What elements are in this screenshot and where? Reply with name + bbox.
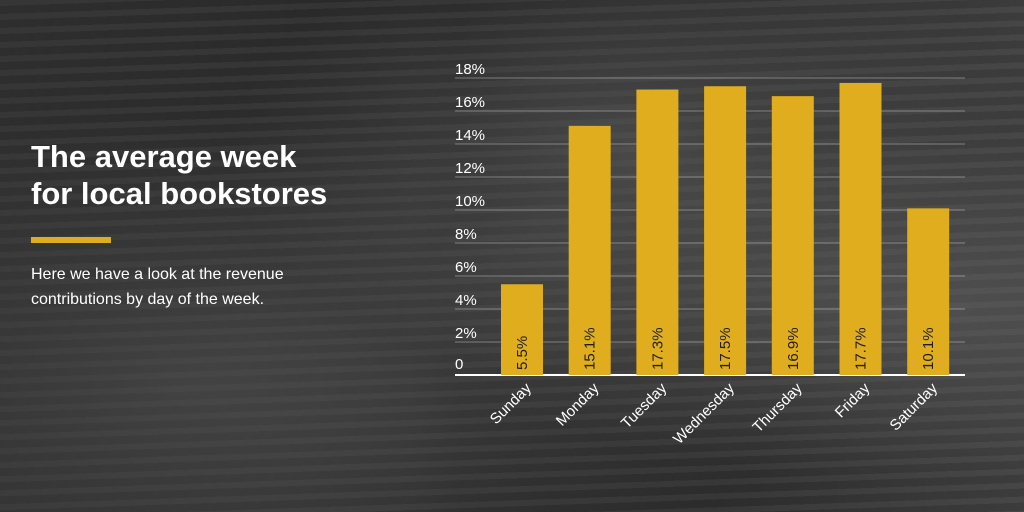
- y-tick-label: 4%: [455, 292, 477, 309]
- x-tick-label: Saturday: [887, 379, 942, 434]
- y-tick-label: 12%: [455, 160, 485, 177]
- page-title: The average week for local bookstores: [31, 138, 361, 212]
- page-subtitle: Here we have a look at the revenue contr…: [31, 266, 284, 308]
- x-axis-labels: Sunday Monday Tuesday Wednesday Thursday Frid…: [487, 379, 942, 447]
- bar-friday: [839, 82, 882, 375]
- bar-monday: [568, 125, 611, 375]
- data-label: 15.1%: [582, 327, 599, 370]
- data-label: 5.5%: [514, 336, 531, 370]
- title-line-2: for local bookstores: [31, 176, 328, 211]
- y-tick-label: 8%: [455, 226, 477, 243]
- bar-tuesday: [636, 89, 679, 376]
- x-tick-label: Wednesday: [670, 379, 738, 447]
- x-tick-label: Thursday: [749, 379, 806, 436]
- y-tick-label: 0: [455, 356, 463, 373]
- y-tick-label: 18%: [455, 61, 485, 78]
- y-tick-label: 6%: [455, 259, 477, 276]
- data-label: 16.9%: [785, 327, 802, 370]
- bar-thursday: [771, 96, 814, 376]
- bar-wednesday: [704, 86, 747, 375]
- title-accent-bar: [31, 237, 111, 243]
- y-tick-label: 14%: [455, 127, 485, 144]
- x-tick-label: Sunday: [487, 379, 535, 427]
- y-tick-label: 16%: [455, 94, 485, 111]
- data-label: 17.3%: [649, 327, 666, 370]
- y-tick-label: 10%: [455, 193, 485, 210]
- y-tick-label: 2%: [455, 325, 477, 342]
- data-label: 17.7%: [853, 327, 870, 370]
- x-tick-label: Friday: [832, 379, 874, 421]
- x-tick-label: Monday: [553, 379, 603, 429]
- x-tick-label: Tuesday: [618, 379, 671, 432]
- bar-saturday: [907, 208, 950, 375]
- bars: 5.5% 15.1% 17.3% 17.5% 16.9% 17.7% 10.1%: [501, 82, 950, 376]
- bar-sunday: [501, 284, 543, 375]
- y-axis-ticks: 0 2% 4% 6% 8% 10% 12% 14% 16% 18%: [455, 61, 485, 373]
- data-label: 17.5%: [717, 327, 734, 370]
- title-line-1: The average week: [31, 139, 297, 174]
- data-label: 10.1%: [920, 327, 937, 370]
